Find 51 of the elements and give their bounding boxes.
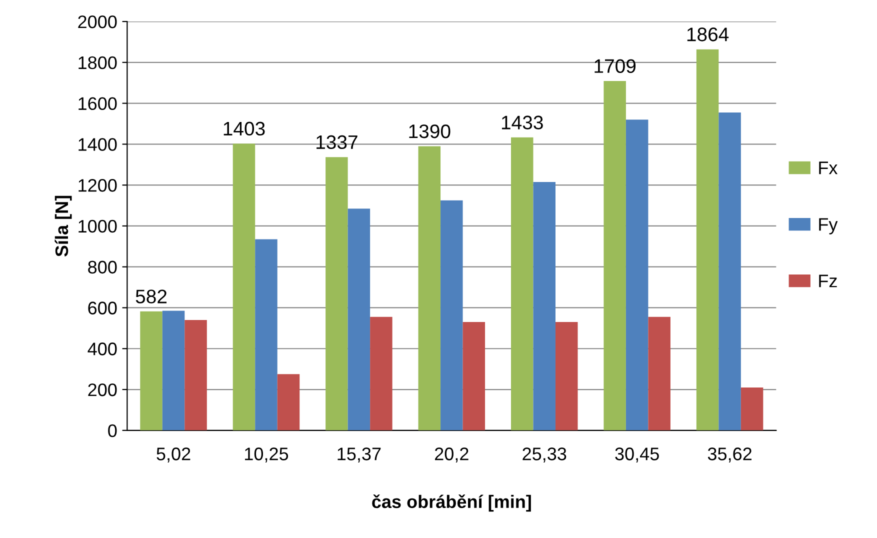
bar bbox=[718, 112, 741, 430]
x-tick-label: 5,02 bbox=[156, 448, 190, 462]
legend-label: Fx bbox=[819, 162, 838, 174]
bar bbox=[462, 322, 486, 430]
x-tick-label: 20,2 bbox=[434, 448, 468, 462]
y-tick-label: 2000 bbox=[78, 15, 117, 28]
x-tick-label: 15,37 bbox=[338, 448, 381, 462]
x-tick-label: 25,33 bbox=[522, 448, 566, 462]
bar bbox=[348, 208, 370, 430]
data-label: 582 bbox=[136, 290, 167, 304]
bar bbox=[255, 239, 278, 430]
bar bbox=[184, 320, 207, 430]
bar bbox=[326, 157, 348, 430]
x-tick-label: 10,25 bbox=[245, 448, 288, 462]
bar bbox=[140, 311, 162, 430]
bar bbox=[440, 200, 463, 430]
legend-label: Fz bbox=[819, 274, 837, 288]
y-tick-label: 0 bbox=[108, 424, 117, 438]
x-tick-label: 35,62 bbox=[708, 448, 752, 462]
bar bbox=[533, 182, 556, 430]
bar bbox=[510, 137, 534, 430]
x-tick-label: 30,45 bbox=[615, 448, 659, 462]
y-tick-label: 1800 bbox=[78, 56, 117, 70]
data-label: 1337 bbox=[316, 135, 358, 150]
data-label: 1390 bbox=[409, 124, 450, 138]
bar bbox=[696, 49, 719, 430]
y-tick-label: 1600 bbox=[78, 97, 117, 110]
y-tick-label: 800 bbox=[88, 260, 117, 274]
y-tick-label: 1400 bbox=[78, 138, 117, 151]
bar bbox=[277, 374, 300, 430]
bar bbox=[626, 120, 648, 430]
bar bbox=[418, 146, 441, 430]
y-tick-label: 200 bbox=[88, 383, 117, 396]
x-axis-title: čas obrábění [min] bbox=[372, 494, 531, 512]
data-label: 1864 bbox=[687, 28, 729, 42]
y-axis-title: Síla [N] bbox=[54, 196, 72, 257]
y-tick-label: 1200 bbox=[78, 179, 117, 192]
bar bbox=[232, 144, 256, 430]
y-tick-label: 1000 bbox=[78, 220, 117, 233]
data-label: 1433 bbox=[502, 116, 543, 130]
bar bbox=[370, 316, 392, 430]
bar bbox=[162, 310, 185, 430]
bar bbox=[604, 81, 626, 430]
data-label: 1403 bbox=[224, 122, 265, 136]
y-tick-label: 400 bbox=[88, 342, 117, 356]
bar bbox=[555, 322, 578, 430]
data-label: 1709 bbox=[594, 59, 636, 73]
y-tick-label: 600 bbox=[88, 302, 117, 314]
bar bbox=[740, 387, 764, 430]
legend-label: Fy bbox=[819, 218, 838, 234]
bar bbox=[648, 316, 670, 430]
